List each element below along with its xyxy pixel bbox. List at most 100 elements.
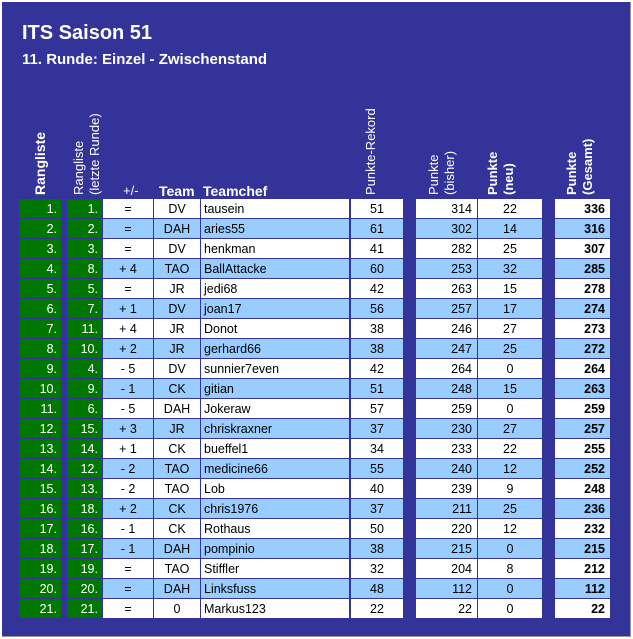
header-rekord: Punkte-Rekord [363, 108, 378, 195]
points-total-cell: 215 [554, 538, 611, 559]
team-cell: DAH [153, 398, 201, 419]
points-total-cell: 272 [554, 338, 611, 359]
table-row: 215 [554, 538, 611, 559]
teamchef-cell: jedi68 [200, 278, 350, 299]
table-row: 247 25 [415, 338, 543, 359]
diff-cell: = [102, 578, 154, 599]
table-row: 37 [350, 418, 404, 439]
table-row: 236 [554, 498, 611, 519]
points-before-cell: 253 [415, 258, 478, 279]
header-team: Team [159, 183, 195, 199]
teamchef-cell: pompinio [200, 538, 350, 559]
teamchef-cell: Stiffler [200, 558, 350, 579]
points-total-cell: 232 [554, 518, 611, 539]
rank-cell: 21. [18, 598, 62, 619]
points-total-cell: 255 [554, 438, 611, 459]
teamchef-cell: Lob [200, 478, 350, 499]
points-before-cell: 220 [415, 518, 478, 539]
previous-rank-cell: 2. [66, 218, 103, 239]
diff-cell: = [102, 218, 154, 239]
diff-cell: + 4 [102, 258, 154, 279]
rekord-cell: 38 [350, 318, 404, 339]
table-row: 42 [350, 278, 404, 299]
diff-cell: + 1 [102, 298, 154, 319]
rekord-cell: 40 [350, 478, 404, 499]
points-new-cell: 22 [477, 198, 543, 219]
table-row: 22 0 [415, 598, 543, 619]
points-new-cell: 0 [477, 398, 543, 419]
previous-rank-cell: 8. [66, 258, 103, 279]
rekord-cell: 51 [350, 198, 404, 219]
points-new-cell: 14 [477, 218, 543, 239]
rekord-cell: 38 [350, 338, 404, 359]
points-new-cell: 12 [477, 518, 543, 539]
previous-rank-cell: 11. [66, 318, 103, 339]
diff-cell: + 1 [102, 438, 154, 459]
previous-rank-cell: 12. [66, 458, 103, 479]
table-row: 40 [350, 478, 404, 499]
table-row: 21. 21. = 0 Markus123 [18, 598, 350, 619]
table-row: 285 [554, 258, 611, 279]
rekord-table: 51 61 41 60 42 56 38 38 42 51 57 37 34 55 40 37 50 38 32 48… [350, 198, 404, 619]
table-row: 9. 4. - 5 DV sunnier7even [18, 358, 350, 379]
teamchef-cell: henkman [200, 238, 350, 259]
points-new-cell: 8 [477, 558, 543, 579]
header-rangliste-alt-2: (letzte Runde) [87, 113, 102, 195]
page-title: ITS Saison 51 [22, 22, 153, 44]
rekord-cell: 51 [350, 378, 404, 399]
points-before-cell: 211 [415, 498, 478, 519]
rekord-cell: 56 [350, 298, 404, 319]
points-total-cell: 307 [554, 238, 611, 259]
team-cell: CK [153, 498, 201, 519]
diff-cell: - 2 [102, 458, 154, 479]
teamchef-cell: chriskraxner [200, 418, 350, 439]
rekord-cell: 37 [350, 498, 404, 519]
rekord-cell: 41 [350, 238, 404, 259]
table-row: 51 [350, 198, 404, 219]
table-row: 61 [350, 218, 404, 239]
team-cell: 0 [153, 598, 201, 619]
teamchef-cell: aries55 [200, 218, 350, 239]
points-new-cell: 25 [477, 238, 543, 259]
table-row: 336 [554, 198, 611, 219]
table-row: 264 0 [415, 358, 543, 379]
table-row: 41 [350, 238, 404, 259]
rank-cell: 3. [18, 238, 62, 259]
team-cell: TAO [153, 558, 201, 579]
points-total-cell: 22 [554, 598, 611, 619]
rank-cell: 18. [18, 538, 62, 559]
team-cell: CK [153, 378, 201, 399]
table-row: 16. 18. + 2 CK chris1976 [18, 498, 350, 519]
previous-rank-cell: 9. [66, 378, 103, 399]
points-before-cell: 282 [415, 238, 478, 259]
rank-cell: 8. [18, 338, 62, 359]
points-total-cell: 278 [554, 278, 611, 299]
table-row: 37 [350, 498, 404, 519]
table-row: 7. 11. + 4 JR Donot [18, 318, 350, 339]
diff-cell: = [102, 198, 154, 219]
diff-cell: = [102, 278, 154, 299]
team-cell: DAH [153, 538, 201, 559]
points-total-cell: 274 [554, 298, 611, 319]
points-before-cell: 314 [415, 198, 478, 219]
table-row: 272 [554, 338, 611, 359]
points-new-cell: 32 [477, 258, 543, 279]
rank-cell: 16. [18, 498, 62, 519]
teamchef-cell: BallAttacke [200, 258, 350, 279]
table-row: 6. 7. + 1 DV joan17 [18, 298, 350, 319]
table-row: 230 27 [415, 418, 543, 439]
table-row: 8. 10. + 2 JR gerhard66 [18, 338, 350, 359]
rekord-cell: 22 [350, 598, 404, 619]
points-total-cell: 285 [554, 258, 611, 279]
rekord-cell: 34 [350, 438, 404, 459]
team-cell: TAO [153, 458, 201, 479]
rank-cell: 2. [18, 218, 62, 239]
table-row: 257 [554, 418, 611, 439]
points-total-cell: 263 [554, 378, 611, 399]
previous-rank-cell: 15. [66, 418, 103, 439]
team-cell: DV [153, 358, 201, 379]
team-cell: TAO [153, 258, 201, 279]
teamchef-cell: Jokeraw [200, 398, 350, 419]
diff-cell: = [102, 558, 154, 579]
